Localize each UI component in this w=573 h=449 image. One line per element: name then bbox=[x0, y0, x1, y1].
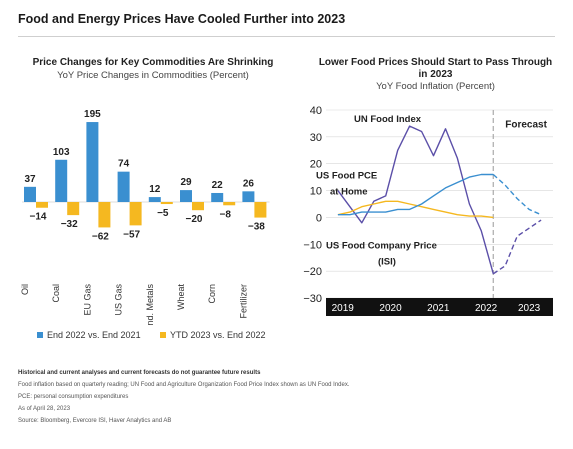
data-label-corn-ytd-2023: −8 bbox=[219, 209, 231, 220]
data-label-corn-end-2022: 22 bbox=[212, 180, 224, 191]
data-label-oil-ytd-2023: −14 bbox=[30, 212, 47, 223]
main-title: Food and Energy Prices Have Cooled Furth… bbox=[18, 12, 346, 26]
tick-label-ind-metals: Ind. Metals bbox=[145, 284, 155, 325]
annotation-at-home: at Home bbox=[330, 187, 367, 198]
legend-swatch-yellow bbox=[160, 332, 166, 338]
data-label-wheat-end-2022: 29 bbox=[180, 177, 192, 188]
legend-swatch-blue bbox=[37, 332, 43, 338]
data-label-us-gas-end-2022: 74 bbox=[118, 159, 130, 170]
series-forecast-un-food-index bbox=[492, 219, 542, 275]
data-label-wheat-ytd-2023: −20 bbox=[186, 214, 203, 225]
bar-us-gas-ytd-2023 bbox=[129, 202, 142, 226]
x-tick-label: 2022 bbox=[475, 303, 498, 314]
line-chart: 40 30 20 10 0 −10 −20 −30 2019 2020 2021 2022 2023 Fo… bbox=[303, 105, 553, 316]
y-tick-label: −10 bbox=[303, 239, 322, 251]
data-label-fertilizer-ytd-2023: −38 bbox=[248, 222, 265, 233]
x-axis-band bbox=[326, 298, 553, 316]
bar-ind-metals-ytd-2023 bbox=[160, 202, 173, 205]
bar-fertilizer-ytd-2023 bbox=[254, 202, 267, 218]
x-tick-label: 2023 bbox=[518, 303, 541, 314]
x-tick-label: 2021 bbox=[427, 303, 450, 314]
series-line-us-food-company-price-isi bbox=[337, 173, 494, 216]
left-chart-subtitle: YoY Price Changes in Commodities (Percen… bbox=[57, 70, 249, 81]
tick-label-corn: Corn bbox=[207, 284, 217, 304]
y-tick-label: 40 bbox=[310, 105, 322, 117]
y-tick-label: 10 bbox=[310, 186, 322, 198]
bar-ind-metals-end-2022 bbox=[148, 197, 161, 202]
bar-corn-end-2022 bbox=[211, 192, 224, 202]
bar-chart: 37 −14 Oil 103 −32 Coal 195 −62 EU Gas 74 −57 US Ga… bbox=[20, 109, 270, 325]
legend-item-end-2022: End 2022 vs. End 2021 bbox=[37, 330, 141, 340]
tick-label-fertilizer: Fertilizer bbox=[238, 284, 248, 319]
footer-pce: PCE: personal consumption expenditures bbox=[18, 394, 129, 400]
bar-oil-ytd-2023 bbox=[36, 202, 48, 208]
annotation-un-food-index: UN Food Index bbox=[354, 114, 422, 125]
footer-disclaimer: Historical and current analyses and curr… bbox=[18, 370, 261, 376]
x-tick-label: 2019 bbox=[332, 303, 355, 314]
bar-corn-ytd-2023 bbox=[223, 202, 236, 206]
y-tick-label: −20 bbox=[303, 266, 322, 278]
data-label-fertilizer-end-2022: 26 bbox=[243, 178, 255, 189]
data-label-ind-metals-end-2022: 12 bbox=[149, 184, 161, 195]
legend-label: YTD 2023 vs. End 2022 bbox=[170, 330, 266, 340]
data-label-ind-metals-ytd-2023: −5 bbox=[157, 208, 169, 219]
right-chart-title: Lower Food Prices Should Start to Pass T… bbox=[318, 57, 553, 80]
annotation-isi: (ISI) bbox=[378, 256, 396, 267]
bar-coal-end-2022 bbox=[55, 159, 68, 202]
bar-eu-gas-end-2022 bbox=[86, 122, 99, 202]
y-tick-label: −30 bbox=[303, 293, 322, 305]
data-label-coal-ytd-2023: −32 bbox=[61, 219, 78, 230]
annotation-us-food-pce: US Food PCE bbox=[316, 170, 377, 181]
data-label-eu-gas-ytd-2023: −62 bbox=[92, 231, 109, 242]
data-label-oil-end-2022: 37 bbox=[24, 174, 36, 185]
legend-item-ytd-2023: YTD 2023 vs. End 2022 bbox=[160, 330, 266, 340]
footer-asof: As of April 28, 2023 bbox=[18, 406, 71, 412]
bar-eu-gas-ytd-2023 bbox=[98, 202, 111, 228]
y-tick-label: 20 bbox=[310, 159, 322, 171]
series-line-un-food-index bbox=[337, 125, 494, 274]
legend-label: End 2022 vs. End 2021 bbox=[47, 330, 141, 340]
tick-label-us-gas: US Gas bbox=[114, 284, 124, 316]
y-tick-label: 30 bbox=[310, 132, 322, 144]
bar-wheat-end-2022 bbox=[180, 190, 192, 202]
tick-label-wheat: Wheat bbox=[176, 284, 186, 311]
data-label-eu-gas-end-2022: 195 bbox=[84, 109, 101, 120]
bar-fertilizer-end-2022 bbox=[242, 191, 255, 202]
footer-note: Food inflation based on quarterly readin… bbox=[18, 382, 350, 388]
bar-us-gas-end-2022 bbox=[117, 171, 130, 202]
annotation-us-food-company-price: US Food Company Price bbox=[326, 240, 437, 251]
title-divider bbox=[18, 36, 555, 37]
tick-label-eu-gas: EU Gas bbox=[82, 284, 92, 316]
series-forecast-us-food-company-price-isi bbox=[492, 173, 542, 216]
data-label-coal-end-2022: 103 bbox=[53, 147, 70, 158]
x-tick-label: 2020 bbox=[379, 303, 402, 314]
bar-wheat-ytd-2023 bbox=[192, 202, 204, 211]
bar-oil-end-2022 bbox=[24, 186, 36, 202]
right-chart-subtitle: YoY Food Inflation (Percent) bbox=[376, 81, 495, 92]
tick-label-oil: Oil bbox=[20, 284, 30, 295]
series-line-us-food-pce-at-home bbox=[337, 200, 494, 219]
tick-label-coal: Coal bbox=[51, 284, 61, 303]
bar-coal-ytd-2023 bbox=[67, 202, 80, 216]
left-chart-title: Price Changes for Key Commodities Are Sh… bbox=[32, 57, 274, 68]
y-tick-label: 0 bbox=[316, 212, 322, 224]
data-label-us-gas-ytd-2023: −57 bbox=[123, 229, 140, 240]
forecast-label: Forecast bbox=[505, 119, 547, 130]
footer-source: Source: Bloomberg, Evercore ISI, Haver A… bbox=[18, 418, 172, 424]
